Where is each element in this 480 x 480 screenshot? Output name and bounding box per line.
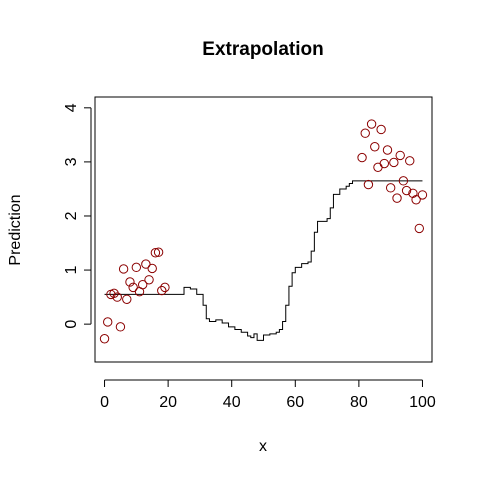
data-point: [137, 279, 148, 290]
x-axis: 0 20 40 60 80 100: [100, 379, 436, 411]
x-tick-label: 0: [100, 394, 109, 411]
x-tick-label: 40: [223, 394, 241, 411]
data-point: [360, 128, 370, 138]
data-point: [103, 317, 113, 327]
x-tick-label: 100: [409, 394, 436, 411]
data-point: [398, 176, 409, 186]
data-point: [118, 264, 129, 274]
y-tick-label: 4: [63, 103, 80, 112]
data-point: [363, 179, 374, 190]
y-axis-label: Prediction: [7, 194, 24, 265]
y-tick-label: 2: [63, 211, 80, 220]
plot-frame: [94, 96, 433, 363]
data-point: [385, 183, 396, 193]
data-point: [395, 150, 405, 161]
x-tick-label: 80: [350, 394, 368, 411]
data-point: [401, 185, 412, 196]
data-point: [376, 124, 386, 135]
data-point: [366, 119, 377, 129]
series-layer: [99, 119, 428, 344]
data-point: [389, 157, 399, 168]
data-point: [122, 294, 132, 304]
data-point: [141, 259, 151, 269]
data-point: [150, 248, 161, 258]
data-point: [153, 247, 164, 257]
x-tick-label: 60: [286, 394, 304, 411]
prediction-line: [104, 180, 423, 341]
data-point: [131, 262, 142, 273]
x-axis-label: x: [259, 438, 267, 455]
data-point: [405, 156, 415, 166]
y-axis: 0 1 2 3 4: [63, 103, 92, 329]
y-tick-label: 3: [63, 157, 80, 166]
data-point: [99, 334, 110, 344]
data-point: [115, 322, 126, 332]
data-point: [414, 223, 424, 234]
y-tick-label: 1: [63, 266, 80, 275]
data-point: [379, 158, 390, 169]
data-point: [357, 152, 367, 163]
chart-title: Extrapolation: [202, 39, 323, 60]
data-point: [128, 282, 138, 293]
data-point: [370, 142, 380, 152]
data-point: [112, 292, 122, 302]
data-point: [160, 282, 170, 293]
data-point: [411, 195, 421, 205]
data-point: [147, 263, 157, 274]
data-point: [373, 162, 383, 173]
x-tick-label: 20: [159, 394, 177, 411]
data-point: [392, 193, 402, 203]
data-point: [382, 145, 393, 155]
y-tick-label: 0: [63, 320, 80, 329]
data-point: [144, 275, 154, 285]
data-point: [417, 190, 428, 200]
data-point: [157, 285, 167, 296]
data-point: [125, 277, 135, 287]
